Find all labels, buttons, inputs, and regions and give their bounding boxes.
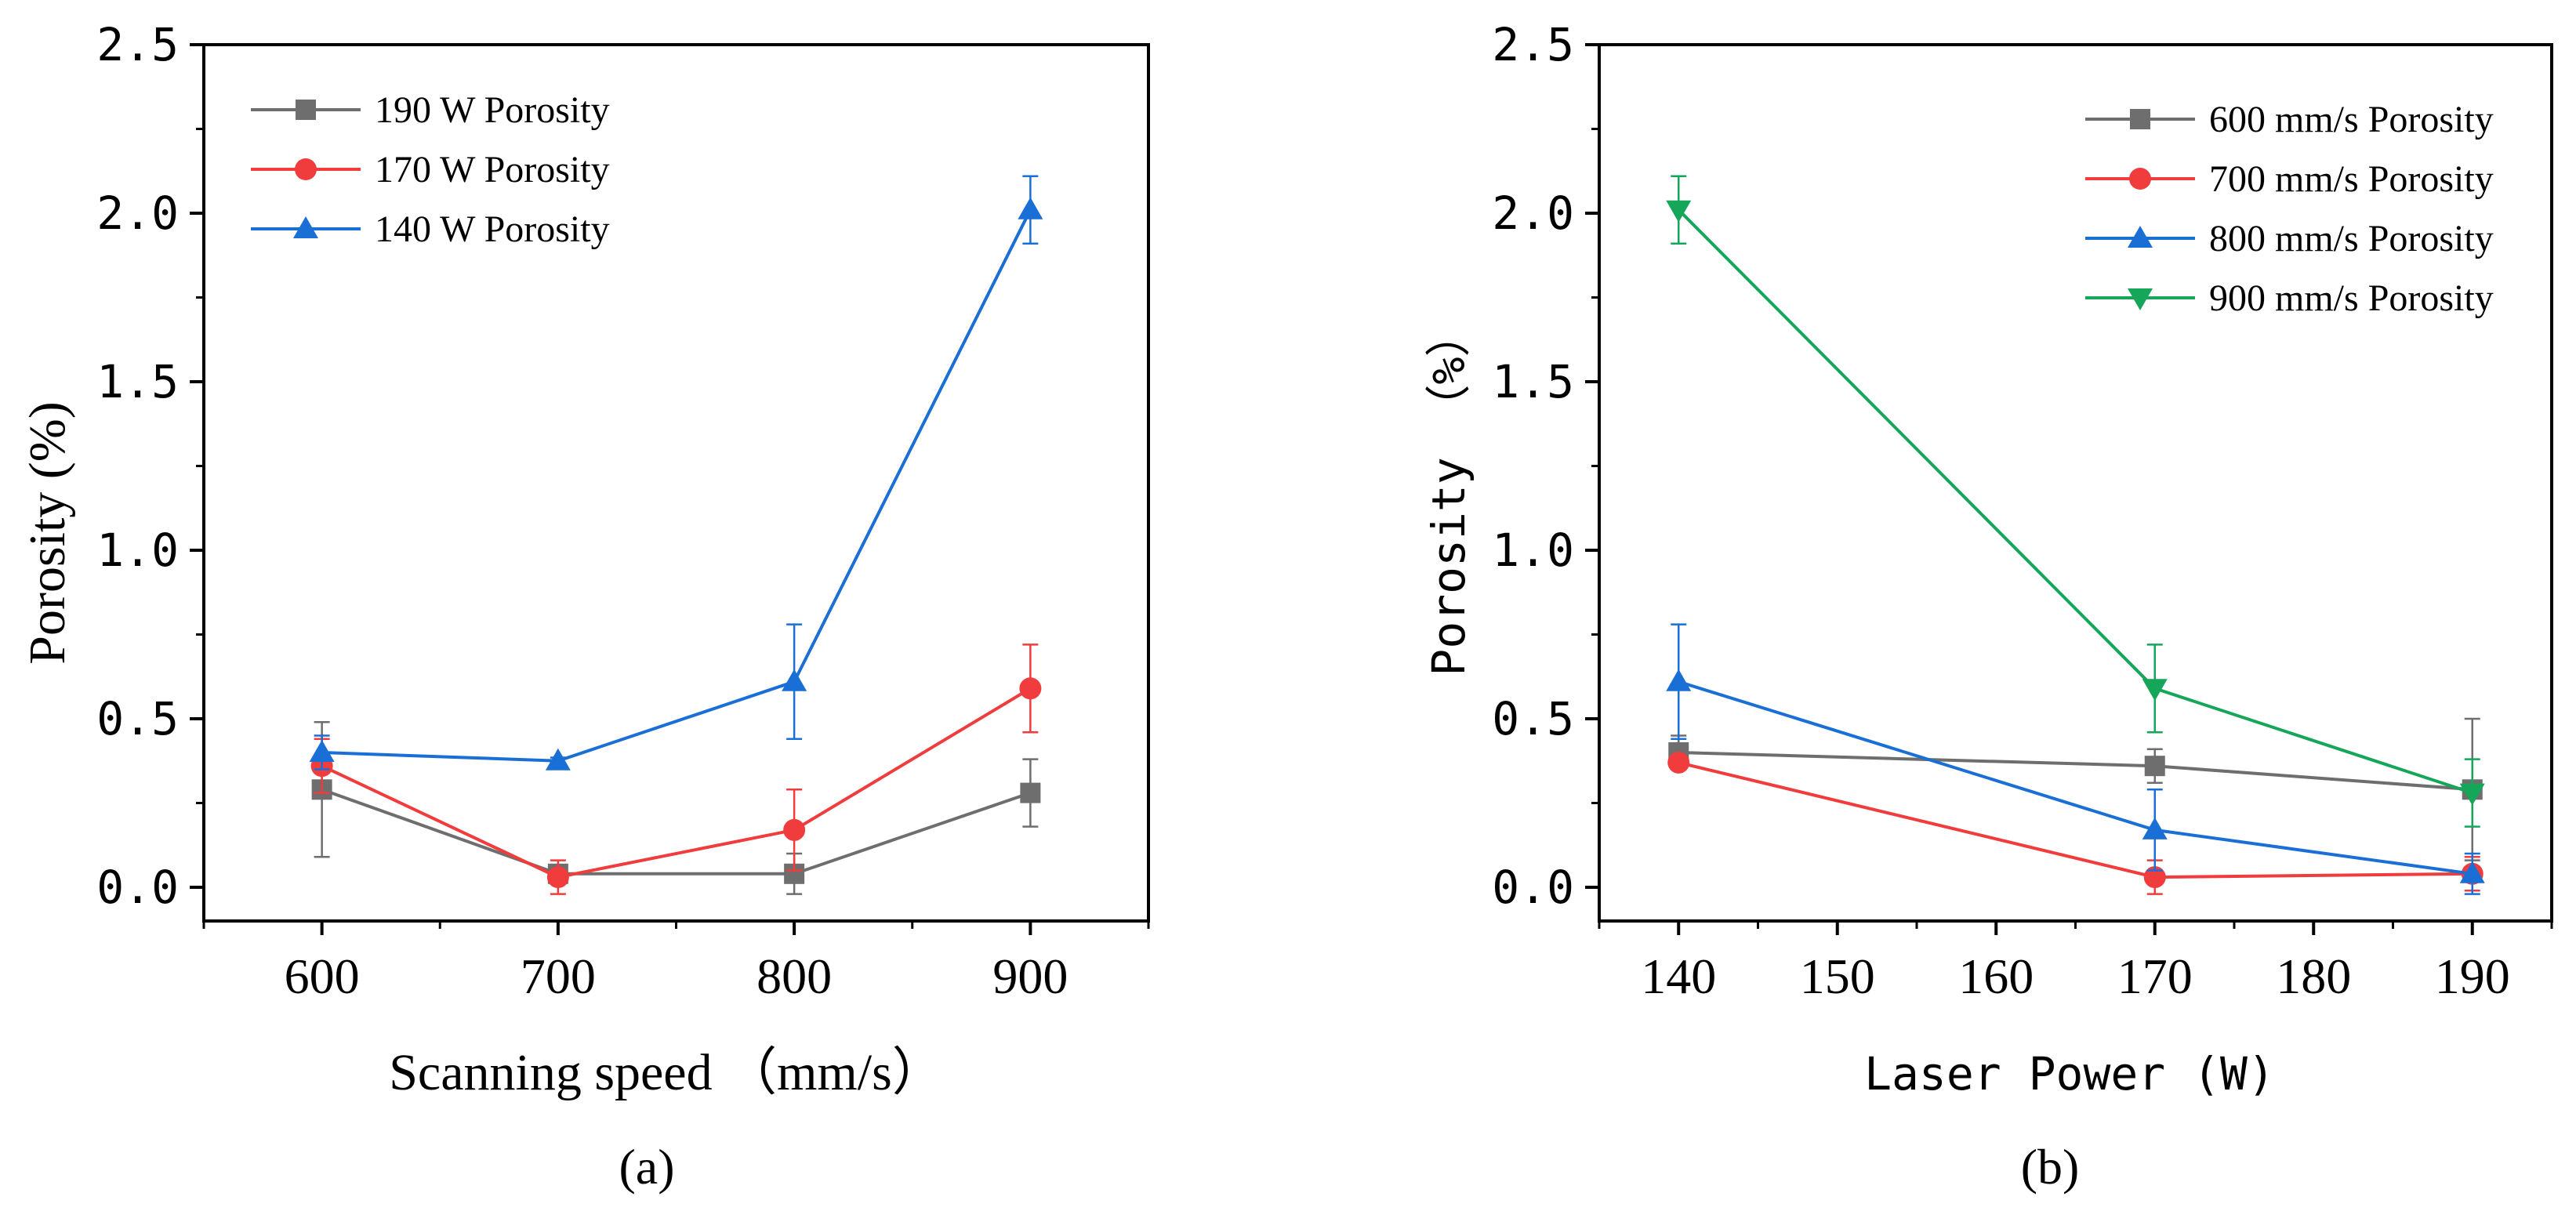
panel-a-legend-marker <box>293 216 318 238</box>
panel-a-series-1 <box>310 644 1042 895</box>
panel-a-label: (a) <box>619 1139 674 1195</box>
panel-b-legend-marker <box>2129 168 2151 190</box>
panel-b-y-tick-label: 1.5 <box>1492 355 1574 408</box>
panel-b-label: (b) <box>2021 1139 2080 1195</box>
panel-a-y-tick-label: 2.0 <box>96 187 179 240</box>
panel-a-data-point <box>545 748 571 770</box>
panel-a-x-tick-label: 700 <box>521 948 596 1004</box>
panel-a-y-tick-label: 0.0 <box>96 861 179 914</box>
panel-a-y-tick-label: 0.5 <box>96 692 179 745</box>
panel-a-series-line <box>321 788 1032 876</box>
panel-b-legend-label: 800 mm/s Porosity <box>2209 218 2494 259</box>
panel-a-x-tick-label: 800 <box>756 948 832 1004</box>
panel-b-series-1 <box>1667 751 2483 895</box>
panel-b-series-2 <box>1666 623 2485 895</box>
panel-b-data-point <box>2142 679 2168 702</box>
panel-b-x-tick-label: 140 <box>1641 948 1716 1004</box>
panel-a-series-2 <box>309 175 1043 770</box>
panel-b-legend-marker <box>2128 226 2153 248</box>
panel-b-x-axis-title: Laser Power (W) <box>1864 1047 2275 1100</box>
panel-b-series-line <box>1678 680 2473 876</box>
panel-b-y-tick-label: 2.5 <box>1492 18 1574 71</box>
panel-b-legend-label: 900 mm/s Porosity <box>2209 277 2494 319</box>
panel-a-data-point <box>782 669 807 691</box>
panel-b-y-tick-label: 0.5 <box>1492 692 1574 745</box>
panel-b-data-point <box>2459 783 2485 806</box>
panel-a-x-tick-label: 600 <box>285 948 360 1004</box>
panel-b-y-tick-label: 1.0 <box>1492 524 1574 577</box>
panel-a-data-point <box>1019 677 1042 700</box>
panel-a-data-point <box>309 740 335 762</box>
panel-a-data-point <box>1018 197 1043 219</box>
panel-b-legend-label: 700 mm/s Porosity <box>2209 158 2494 200</box>
panel-b-data-point <box>2144 756 2165 777</box>
panel-a-legend-label: 170 W Porosity <box>375 149 610 190</box>
panel-a-y-tick-label: 2.5 <box>96 18 179 71</box>
panel-b: 0.0 0.5 1.0 1.5 2.0 2.5 140 150 160 170 180 190 600 … <box>1422 18 2553 1195</box>
panel-b-legend: 600 mm/s Porosity 700 mm/s Porosity 800 mm… <box>2085 99 2494 319</box>
panel-b-series-line <box>1678 751 2473 792</box>
panel-a-data-point <box>783 818 806 841</box>
panel-b-y-axis-title: Porosity （%） <box>1422 311 1475 676</box>
panel-a-y-tick-label: 1.5 <box>96 355 179 408</box>
panel-a-legend-marker <box>295 158 317 180</box>
panel-a-data-point <box>546 866 569 889</box>
panel-b-data-point <box>2142 817 2168 839</box>
panel-a-data-point <box>1020 782 1041 803</box>
panel-b-legend-marker <box>2128 288 2153 310</box>
panel-b-data-point <box>2143 866 2166 889</box>
panel-b-x-tick-label: 150 <box>1800 948 1875 1004</box>
panel-b-x-tick-label: 170 <box>2117 948 2193 1004</box>
panel-a-series-line <box>321 208 1032 763</box>
panel-a-legend-marker <box>296 100 316 120</box>
panel-b-legend-label: 600 mm/s Porosity <box>2209 99 2494 140</box>
panel-a-legend-label: 140 W Porosity <box>375 208 610 250</box>
panel-b-x-tick-label: 160 <box>1958 948 2034 1004</box>
panel-b-y-tick-label: 2.0 <box>1492 187 1574 240</box>
panel-a-plot: 0.0 0.5 1.0 1.5 2.0 2.5 600 700 800 900 190 W Poro… <box>96 18 1150 1004</box>
panel-a-x-axis-title: Scanning speed （mm/s） <box>389 1044 944 1101</box>
panel-b-x-tick-label: 190 <box>2435 948 2510 1004</box>
panel-a-y-axis-title: Porosity (%) <box>19 401 76 664</box>
panel-b-data-point <box>1666 200 1692 223</box>
panel-b-data-point <box>1666 669 1692 691</box>
panel-a-series-line <box>321 687 1032 879</box>
panel-b-plot: 0.0 0.5 1.0 1.5 2.0 2.5 140 150 160 170 180 190 600 … <box>1492 18 2553 1004</box>
panel-b-data-point <box>1667 751 1690 774</box>
panel-a: 0.0 0.5 1.0 1.5 2.0 2.5 600 700 800 900 190 W Poro… <box>19 18 1150 1195</box>
panel-b-data-point <box>2459 861 2485 883</box>
panel-a-plot-frame <box>202 43 1150 923</box>
panel-a-y-tick-label: 1.0 <box>96 524 179 577</box>
panel-b-legend-marker <box>2130 109 2150 129</box>
panel-a-legend: 190 W Porosity 170 W Porosity 140 W Porosi… <box>251 89 610 250</box>
panel-a-legend-label: 190 W Porosity <box>375 89 610 131</box>
panel-b-series-3 <box>1666 175 2485 828</box>
panel-b-x-tick-label: 180 <box>2276 948 2351 1004</box>
panel-a-x-tick-label: 900 <box>992 948 1068 1004</box>
panel-b-y-tick-label: 0.0 <box>1492 861 1574 914</box>
